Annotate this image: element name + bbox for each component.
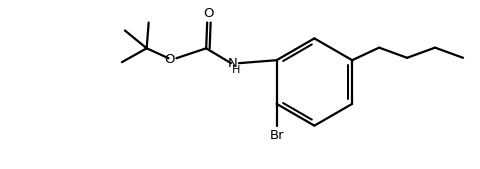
Text: Br: Br [269, 129, 284, 142]
Text: O: O [164, 53, 174, 66]
Text: H: H [231, 65, 240, 75]
Text: N: N [228, 57, 238, 70]
Text: O: O [204, 7, 214, 20]
